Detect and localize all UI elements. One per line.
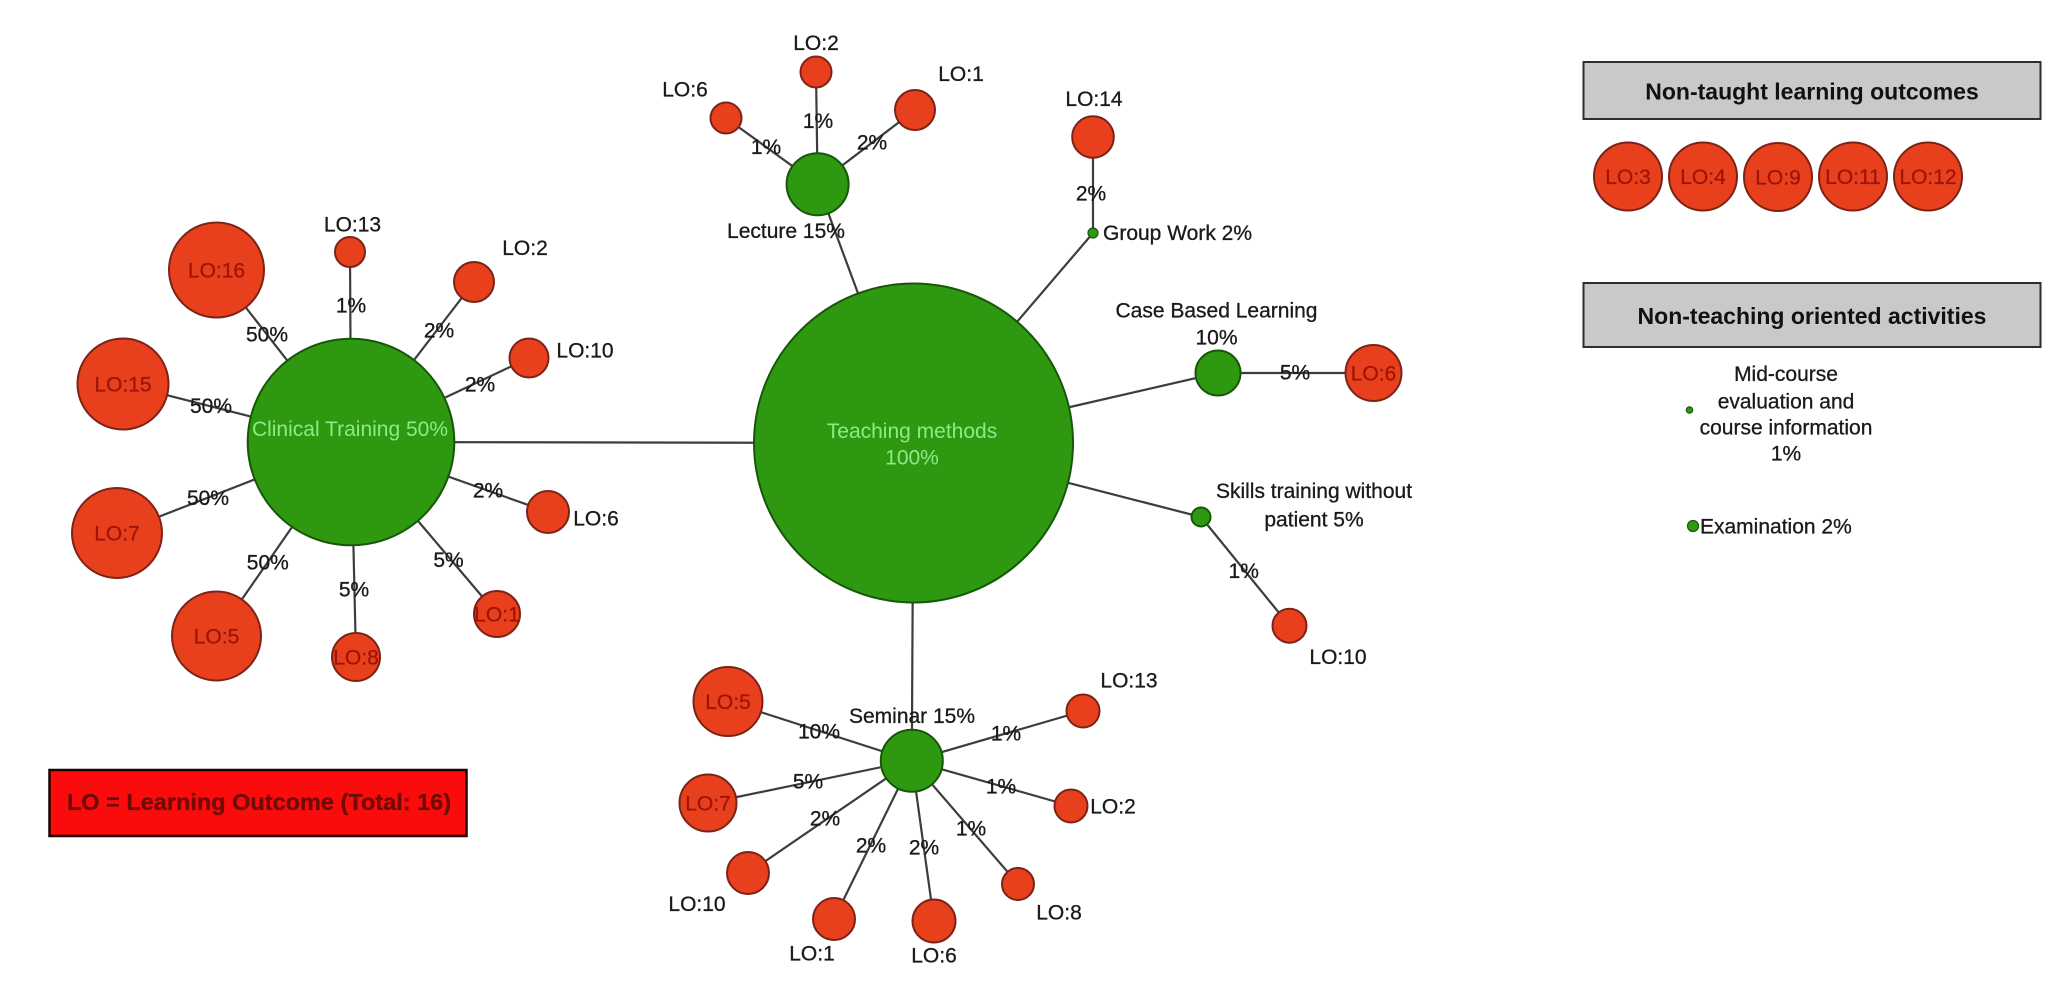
svg-text:2%: 2% <box>465 374 495 397</box>
svg-text:Lecture 15%: Lecture 15% <box>727 220 845 243</box>
svg-text:LO:10: LO:10 <box>1309 646 1366 669</box>
svg-text:50%: 50% <box>190 395 232 418</box>
svg-text:1%: 1% <box>336 295 366 318</box>
svg-text:Case Based Learning: Case Based Learning <box>1116 300 1318 323</box>
svg-text:10%: 10% <box>1195 327 1237 350</box>
svg-text:2%: 2% <box>1076 183 1106 206</box>
svg-text:evaluation and: evaluation and <box>1718 391 1855 414</box>
svg-text:1%: 1% <box>956 818 986 841</box>
svg-text:Mid-course: Mid-course <box>1734 363 1838 386</box>
svg-text:LO:4: LO:4 <box>1680 166 1726 189</box>
svg-text:2%: 2% <box>810 808 840 831</box>
svg-text:course information: course information <box>1700 417 1873 440</box>
svg-text:1%: 1% <box>991 723 1021 746</box>
svg-text:5%: 5% <box>1280 362 1310 385</box>
svg-text:LO:10: LO:10 <box>556 340 613 363</box>
svg-text:LO:5: LO:5 <box>194 626 240 649</box>
svg-text:1%: 1% <box>986 776 1016 799</box>
svg-text:LO:8: LO:8 <box>1036 902 1082 925</box>
svg-text:patient 5%: patient 5% <box>1264 509 1363 532</box>
svg-text:1%: 1% <box>1229 560 1259 583</box>
svg-text:LO:11: LO:11 <box>1825 166 1881 189</box>
svg-text:Non-teaching oriented activiti: Non-teaching oriented activities <box>1638 303 1987 329</box>
svg-text:5%: 5% <box>339 579 369 602</box>
svg-text:LO = Learning Outcome (Total:: LO = Learning Outcome (Total: 16) <box>67 789 451 815</box>
svg-text:2%: 2% <box>857 132 887 155</box>
svg-text:LO:6: LO:6 <box>573 508 619 531</box>
svg-text:LO:10: LO:10 <box>668 893 725 916</box>
svg-text:LO:6: LO:6 <box>662 79 708 102</box>
svg-text:LO:7: LO:7 <box>94 523 140 546</box>
svg-text:LO:2: LO:2 <box>1090 796 1136 819</box>
svg-text:LO:15: LO:15 <box>94 374 151 397</box>
svg-text:5%: 5% <box>433 549 463 572</box>
svg-text:1%: 1% <box>751 136 781 159</box>
svg-text:LO:3: LO:3 <box>1605 166 1651 189</box>
svg-text:LO:5: LO:5 <box>705 691 751 714</box>
svg-text:LO:2: LO:2 <box>793 32 839 55</box>
svg-text:LO:12: LO:12 <box>1899 166 1956 189</box>
svg-text:2%: 2% <box>856 835 886 858</box>
svg-text:Skills training without: Skills training without <box>1216 480 1412 503</box>
svg-text:LO:14: LO:14 <box>1065 88 1123 111</box>
svg-text:Examination 2%: Examination 2% <box>1700 516 1852 539</box>
svg-text:LO:13: LO:13 <box>1100 670 1157 693</box>
svg-text:LO:1: LO:1 <box>789 943 835 966</box>
svg-text:LO:6: LO:6 <box>911 945 957 968</box>
svg-text:100%: 100% <box>885 447 939 470</box>
svg-text:50%: 50% <box>247 552 289 575</box>
svg-text:1%: 1% <box>803 110 833 133</box>
svg-text:LO:6: LO:6 <box>1351 363 1397 386</box>
svg-text:LO:7: LO:7 <box>685 793 731 816</box>
svg-text:LO:9: LO:9 <box>1755 167 1801 190</box>
svg-text:LO:13: LO:13 <box>324 213 381 236</box>
svg-text:2%: 2% <box>424 320 454 343</box>
svg-text:LO:16: LO:16 <box>188 260 245 283</box>
svg-text:Group Work 2%: Group Work 2% <box>1103 222 1252 245</box>
svg-text:LO:1: LO:1 <box>938 63 984 86</box>
svg-text:LO:8: LO:8 <box>333 647 379 670</box>
svg-text:50%: 50% <box>187 487 229 510</box>
svg-text:LO:2: LO:2 <box>502 237 548 260</box>
svg-text:Seminar 15%: Seminar 15% <box>849 705 975 728</box>
svg-text:2%: 2% <box>473 480 503 503</box>
svg-text:Non-taught learning outcomes: Non-taught learning outcomes <box>1645 79 1979 105</box>
svg-text:Clinical Training 50%: Clinical Training 50% <box>252 418 448 441</box>
svg-text:1%: 1% <box>1771 443 1801 466</box>
svg-text:2%: 2% <box>909 837 939 860</box>
svg-text:5%: 5% <box>793 771 823 794</box>
svg-text:50%: 50% <box>246 324 288 347</box>
svg-text:Teaching methods: Teaching methods <box>827 420 997 443</box>
svg-text:LO:1: LO:1 <box>474 604 520 627</box>
svg-text:10%: 10% <box>798 721 840 744</box>
